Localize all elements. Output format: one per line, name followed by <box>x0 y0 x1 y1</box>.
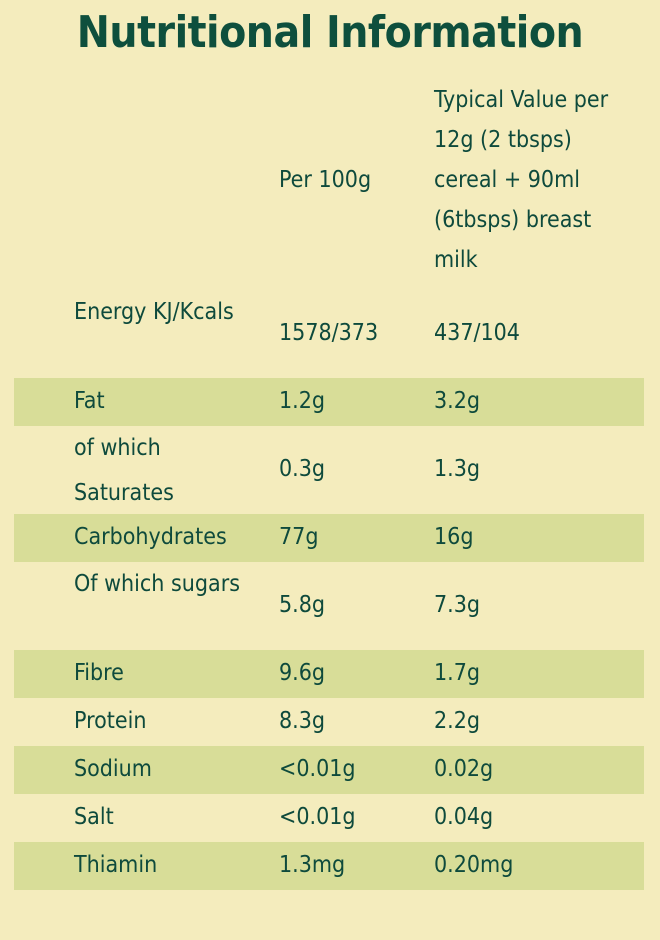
table-row: Protein 8.3g 2.2g <box>14 698 644 746</box>
typical-value: 2.2g <box>434 708 481 734</box>
nutrition-table: Per 100g Typical Value per 12g (2 tbsps)… <box>14 80 644 890</box>
table-row: Fat 1.2g 3.2g <box>14 378 644 426</box>
per-100g-value: 8.3g <box>279 708 326 734</box>
per-100g-value: 9.6g <box>279 660 326 686</box>
table-row: of which Saturates 0.3g 1.3g <box>14 426 644 514</box>
per-100g-value: <0.01g <box>279 756 356 782</box>
nutrient-name: Fibre <box>74 660 124 686</box>
typical-value: 7.3g <box>434 592 481 618</box>
nutrient-name: Carbohydrates <box>74 524 227 550</box>
table-row: Sodium <0.01g 0.02g <box>14 746 644 794</box>
nutrient-name: Of which sugars <box>74 571 240 597</box>
per-100g-value: 1.3mg <box>279 852 346 878</box>
typical-value: 16g <box>434 524 474 550</box>
typical-value: 3.2g <box>434 388 481 414</box>
table-row: Energy KJ/Kcals 1578/373 437/104 <box>14 290 644 378</box>
per-100g-value: <0.01g <box>279 804 356 830</box>
typical-value: 0.20mg <box>434 852 514 878</box>
nutrient-name: Salt <box>74 804 114 830</box>
per-100g-value: 0.3g <box>279 456 326 482</box>
per-100g-value: 1578/373 <box>279 320 379 346</box>
header-typical-value: Typical Value per 12g (2 tbsps) cereal +… <box>434 87 609 273</box>
per-100g-value: 77g <box>279 524 319 550</box>
per-100g-value: 1.2g <box>279 388 326 414</box>
typical-value: 437/104 <box>434 320 520 346</box>
typical-value: 0.04g <box>434 804 494 830</box>
typical-value: 1.3g <box>434 456 481 482</box>
table-row: Of which sugars 5.8g 7.3g <box>14 562 644 650</box>
typical-value: 1.7g <box>434 660 481 686</box>
nutrient-name: of which Saturates <box>74 435 174 506</box>
table-row: Thiamin 1.3mg 0.20mg <box>14 842 644 890</box>
nutrient-name: Protein <box>74 708 147 734</box>
per-100g-value: 5.8g <box>279 592 326 618</box>
page-title: Nutritional Information <box>76 7 584 58</box>
typical-value: 0.02g <box>434 756 494 782</box>
header-per-100g: Per 100g <box>279 167 372 193</box>
table-row: Carbohydrates 77g 16g <box>14 514 644 562</box>
table-row: Salt <0.01g 0.04g <box>14 794 644 842</box>
nutrient-name: Fat <box>74 388 105 414</box>
table-header-row: Per 100g Typical Value per 12g (2 tbsps)… <box>14 80 644 290</box>
nutrient-name: Thiamin <box>74 852 158 878</box>
nutrient-name: Sodium <box>74 756 152 782</box>
table-row: Fibre 9.6g 1.7g <box>14 650 644 698</box>
nutrient-name: Energy KJ/Kcals <box>74 299 234 325</box>
